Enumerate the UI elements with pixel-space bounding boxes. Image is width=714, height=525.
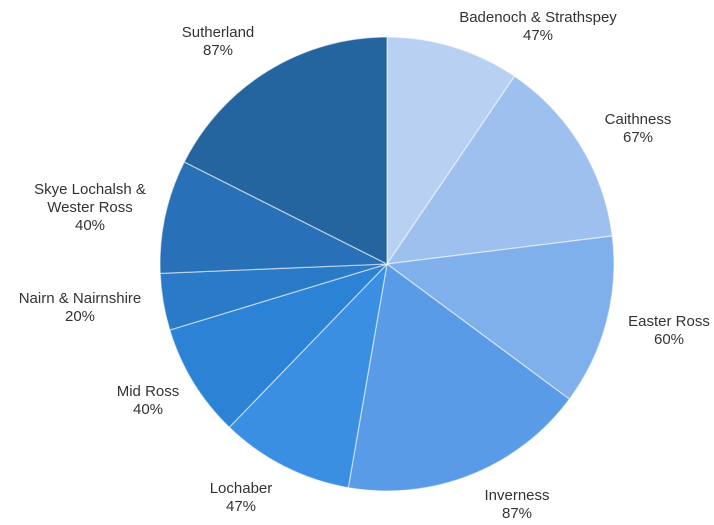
- slice-label-value: 67%: [623, 129, 653, 146]
- slice-label-value: 40%: [133, 401, 163, 418]
- slice-label-name: Sutherland: [182, 24, 255, 41]
- pie-slice-mid-ross: [169, 262, 390, 429]
- slice-label-value: 40%: [75, 217, 105, 234]
- slice-label-name: Nairn & Nairnshire: [19, 290, 142, 307]
- slice-label-value: 87%: [203, 42, 233, 59]
- pie-slice-badenoch-and-strathspey: [386, 36, 516, 266]
- slice-label-name: Easter Ross: [628, 313, 710, 330]
- pie-slice-caithness: [385, 75, 613, 265]
- labels-layer: Badenoch & Strathspey47%Caithness67%East…: [19, 9, 710, 522]
- slice-label-value: 87%: [502, 505, 532, 522]
- slice-label-value: 60%: [654, 331, 684, 348]
- slice-label-value: 20%: [65, 308, 95, 325]
- slice-label-name: Badenoch & Strathspey: [459, 9, 617, 26]
- slice-label-value: 47%: [226, 498, 256, 515]
- slice-label-name: Lochaber: [210, 480, 273, 497]
- slice-label-value: 47%: [523, 27, 553, 44]
- pie-slice-skye-lochalsh-and-wester-ross: [159, 161, 390, 274]
- slices-layer: [159, 36, 615, 492]
- slice-label-name: Mid Ross: [117, 383, 180, 400]
- slice-label-name: Skye Lochalsh &: [34, 181, 146, 198]
- slice-label-name: Inverness: [484, 487, 549, 504]
- slice-label-name: Wester Ross: [47, 199, 133, 216]
- slice-label-name: Caithness: [605, 111, 672, 128]
- pie-slice-sutherland: [183, 36, 388, 265]
- pie-slice-lochaber: [228, 262, 388, 489]
- pie-slice-inverness: [347, 262, 571, 492]
- pie-slice-easter-ross: [385, 235, 615, 401]
